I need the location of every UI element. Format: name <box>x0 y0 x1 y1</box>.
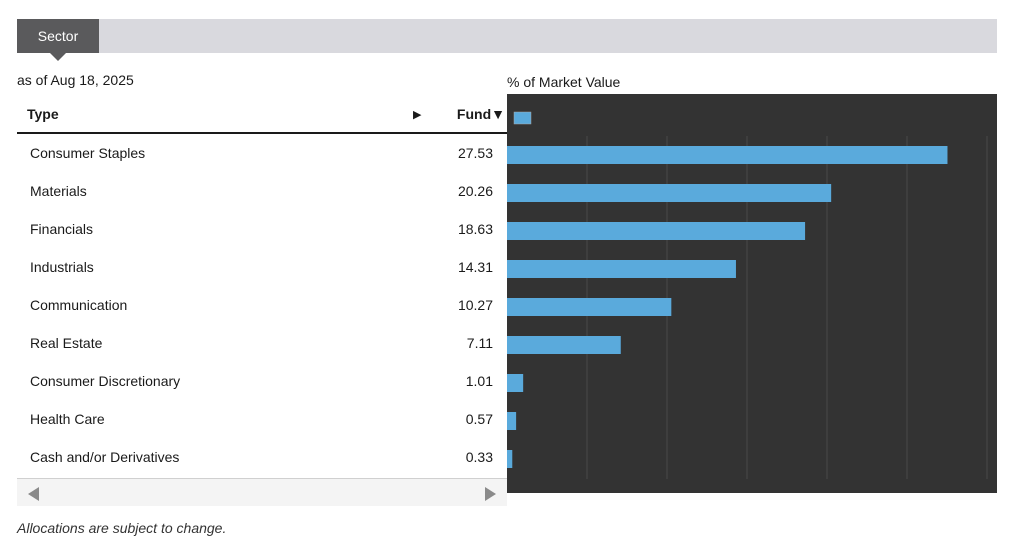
row-type-label: Industrials <box>30 259 94 275</box>
row-type-label: Health Care <box>30 411 105 427</box>
row-type-label: Materials <box>30 183 87 199</box>
row-type-label: Consumer Discretionary <box>30 373 181 389</box>
legend-swatch-fund[interactable] <box>513 111 532 125</box>
row-type-label: Real Estate <box>30 335 103 351</box>
row-fund-value: 0.57 <box>465 411 493 427</box>
row-type-label: Cash and/or Derivatives <box>30 449 180 465</box>
bar[interactable] <box>507 184 832 202</box>
bar[interactable] <box>507 146 948 164</box>
bar[interactable] <box>507 450 513 468</box>
row-fund-value: 7.11 <box>466 335 493 351</box>
table-row: Financials 18.63 <box>17 210 507 248</box>
bar[interactable] <box>507 412 517 430</box>
scroll-right-icon[interactable] <box>485 487 496 501</box>
row-fund-value: 18.63 <box>457 221 493 237</box>
table-row: Consumer Discretionary 1.01 <box>17 362 507 400</box>
sector-table: Type ▶ Fund▼ Consumer Staples 27.53 Materi… <box>17 95 507 476</box>
table-row: Cash and/or Derivatives 0.33 <box>17 438 507 476</box>
bar[interactable] <box>507 298 672 316</box>
row-fund-value: 20.26 <box>457 183 493 199</box>
bar[interactable] <box>507 222 806 240</box>
scroll-left-icon[interactable] <box>28 487 39 501</box>
tab-bar: Sector <box>17 19 997 61</box>
table-row: Communication 10.27 <box>17 286 507 324</box>
row-fund-value: 1.01 <box>465 373 493 389</box>
table-row: Materials 20.26 <box>17 172 507 210</box>
row-fund-value: 10.27 <box>457 297 493 313</box>
row-fund-value: 14.31 <box>457 259 493 275</box>
horizontal-scrollbar[interactable] <box>17 478 507 506</box>
row-fund-value: 27.53 <box>457 145 493 161</box>
tab-sector[interactable]: Sector <box>17 19 99 61</box>
bar[interactable] <box>507 336 621 354</box>
sort-arrow-icon[interactable]: ▶ <box>413 109 422 121</box>
bar-chart <box>507 94 997 493</box>
row-fund-value: 0.33 <box>465 449 493 465</box>
table-header: Type ▶ Fund▼ <box>17 95 507 134</box>
column-header-fund[interactable]: Fund▼ <box>456 106 505 122</box>
table-row: Consumer Staples 27.53 <box>17 134 507 172</box>
chart-title: % of Market Value <box>507 74 621 90</box>
table-row: Industrials 14.31 <box>17 248 507 286</box>
bar[interactable] <box>507 374 524 392</box>
row-type-label: Financials <box>30 221 94 237</box>
chart-svg <box>507 111 988 479</box>
as-of-date: as of Aug 18, 2025 <box>17 72 134 88</box>
table-row: Health Care 0.57 <box>17 400 507 438</box>
table-row: Real Estate 7.11 <box>17 324 507 362</box>
footnote: Allocations are subject to change. <box>17 520 227 536</box>
column-header-type[interactable]: Type <box>27 106 59 122</box>
bar[interactable] <box>507 260 736 278</box>
row-type-label: Communication <box>30 297 128 313</box>
table-body: Consumer Staples 27.53 Materials 20.26 Finan… <box>17 134 507 476</box>
row-type-label: Consumer Staples <box>30 145 146 161</box>
